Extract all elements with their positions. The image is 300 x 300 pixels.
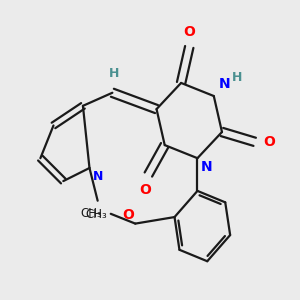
Text: O: O — [139, 183, 151, 197]
Text: O: O — [122, 208, 134, 222]
Text: O: O — [183, 25, 195, 39]
Text: CH₃: CH₃ — [81, 207, 103, 220]
Text: O: O — [263, 135, 275, 149]
Text: N: N — [201, 160, 212, 174]
Text: N: N — [93, 169, 103, 183]
Text: N: N — [219, 77, 230, 91]
Text: H: H — [232, 70, 242, 84]
Text: H: H — [109, 67, 119, 80]
Text: CH₃: CH₃ — [85, 208, 107, 221]
